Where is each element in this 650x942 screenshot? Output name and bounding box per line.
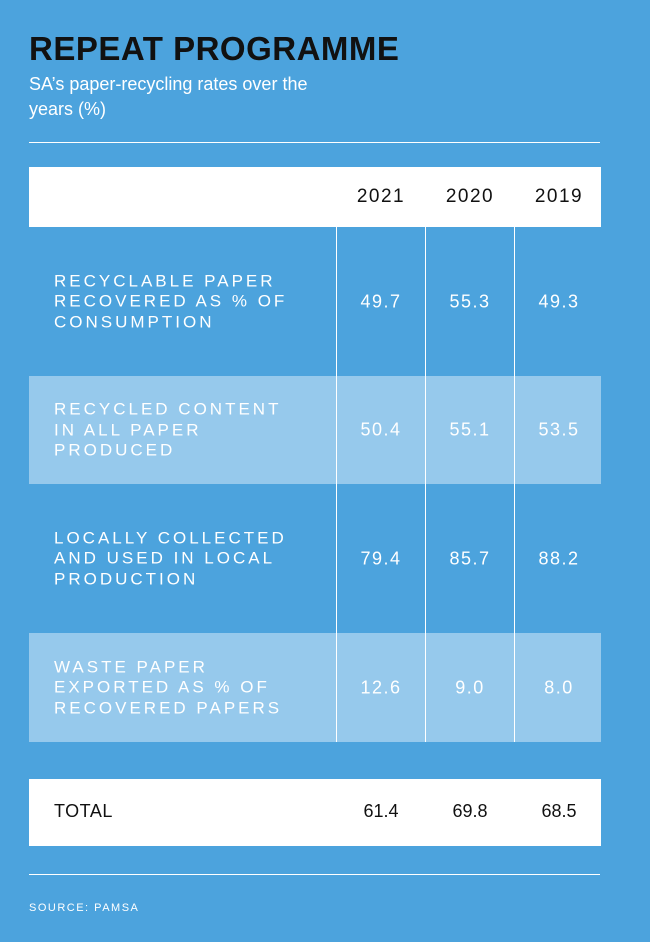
column-header-2019: 2019 xyxy=(534,186,584,207)
cell-value: 53.5 xyxy=(538,419,580,440)
total-value: 61.4 xyxy=(363,801,399,821)
table-row: Waste paper exported as % of recovered p… xyxy=(29,633,601,742)
source-note: SOURCE: PAMSA xyxy=(29,902,140,914)
total-row: TOTAL 61.4 69.8 68.5 xyxy=(29,779,601,846)
row-label: Waste paper exported as % of recovered p… xyxy=(54,656,283,717)
year-header-row: 2021 2020 2019 xyxy=(29,167,601,227)
row-label: Recycled content in all paper produced xyxy=(54,399,282,460)
cell-value: 55.3 xyxy=(449,291,491,311)
cell-value: 12.6 xyxy=(360,677,402,697)
cell-value: 85.7 xyxy=(449,548,491,568)
cell-value: 49.3 xyxy=(538,291,580,311)
row-label: Recyclable paper recovered as % of consu… xyxy=(54,270,288,331)
total-value: 68.5 xyxy=(541,801,577,821)
page-title: REPEAT PROGRAMME xyxy=(29,30,400,67)
total-label: TOTAL xyxy=(54,801,113,821)
cell-value: 9.0 xyxy=(455,677,485,697)
column-header-2020: 2020 xyxy=(445,186,495,207)
column-divider xyxy=(425,227,426,742)
cell-value: 79.4 xyxy=(360,548,402,568)
table-row: Recyclable paper recovered as % of consu… xyxy=(29,227,601,376)
column-header-2021: 2021 xyxy=(356,186,406,207)
page-subtitle: SA’s paper-recycling rates over the year… xyxy=(29,74,308,119)
row-label: Locally collected and used in local prod… xyxy=(54,527,287,588)
cell-value: 8.0 xyxy=(544,677,574,697)
table-row: Locally collected and used in local prod… xyxy=(29,484,601,633)
cell-value: 55.1 xyxy=(449,419,491,440)
column-divider xyxy=(336,227,337,742)
cell-value: 50.4 xyxy=(360,419,402,440)
cell-value: 88.2 xyxy=(538,548,580,568)
column-divider xyxy=(514,227,515,742)
cell-value: 49.7 xyxy=(360,291,402,311)
total-value: 69.8 xyxy=(452,801,488,821)
table-row: Recycled content in all paper produced 5… xyxy=(29,376,601,484)
top-divider xyxy=(29,142,600,143)
bottom-divider xyxy=(29,874,600,875)
